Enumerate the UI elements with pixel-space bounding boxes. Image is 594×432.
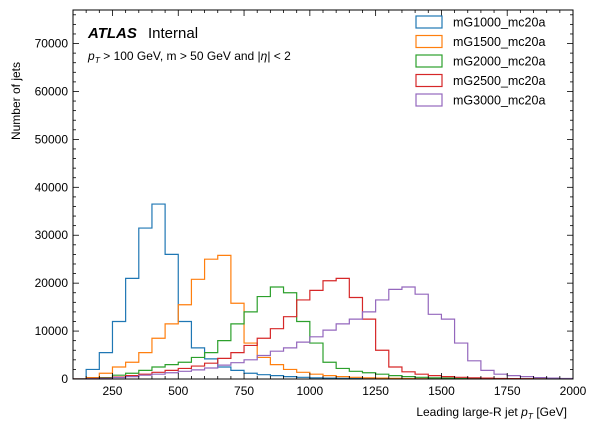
x-tick-label: 1500 [428,384,455,398]
internal-label: Internal [148,25,198,42]
y-tick-label: 30000 [35,228,69,242]
y-tick-label: 10000 [35,324,69,338]
legend-swatch-mG1500_mc20a [416,36,442,48]
x-axis-label-text: Leading large-R jet [416,405,518,419]
legend-swatch-mG2500_mc20a [416,75,442,87]
series-line-mG3000_mc20a [73,287,573,379]
legend-swatch-mG2000_mc20a [416,55,442,67]
x-tick-label: 2000 [560,384,587,398]
y-tick-label: 70000 [35,37,69,51]
y-tick-label: 50000 [35,132,69,146]
x-tick-label: 250 [102,384,122,398]
series-line-mG2500_mc20a [73,278,573,379]
x-tick-label: 750 [234,384,254,398]
x-axis-label-unit: [GeV] [536,405,567,419]
legend-label-mG1500_mc20a: mG1500_mc20a [453,35,545,49]
legend-label-mG1000_mc20a: mG1000_mc20a [453,16,545,30]
x-tick-label: 1750 [494,384,521,398]
legend-label-mG2500_mc20a: mG2500_mc20a [453,74,545,88]
x-axis-label: Leading large-R jet pT [GeV] [416,405,567,421]
series-group [73,204,573,379]
y-tick-label: 40000 [35,180,69,194]
y-axis-label: Number of jets [9,62,23,140]
cuts-label: pT > 100 GeV, m > 50 GeV and |η| < 2 [87,49,291,65]
legend-label-mG2000_mc20a: mG2000_mc20a [453,55,545,69]
y-tick-label: 60000 [35,84,69,98]
y-tick-label: 20000 [35,276,69,290]
legend-label-mG3000_mc20a: mG3000_mc20a [453,94,545,108]
x-tick-label: 1250 [362,384,389,398]
legend: mG1000_mc20a mG1500_mc20a mG2000_mc20a mG25… [416,16,545,108]
legend-swatch-mG1000_mc20a [416,16,442,28]
y-tick-label: 0 [61,372,68,386]
x-tick-label: 1000 [296,384,323,398]
plot-layer [73,204,573,379]
atlas-label: ATLAS [87,25,137,42]
legend-swatch-mG3000_mc20a [416,94,442,106]
x-tick-label: 500 [168,384,188,398]
